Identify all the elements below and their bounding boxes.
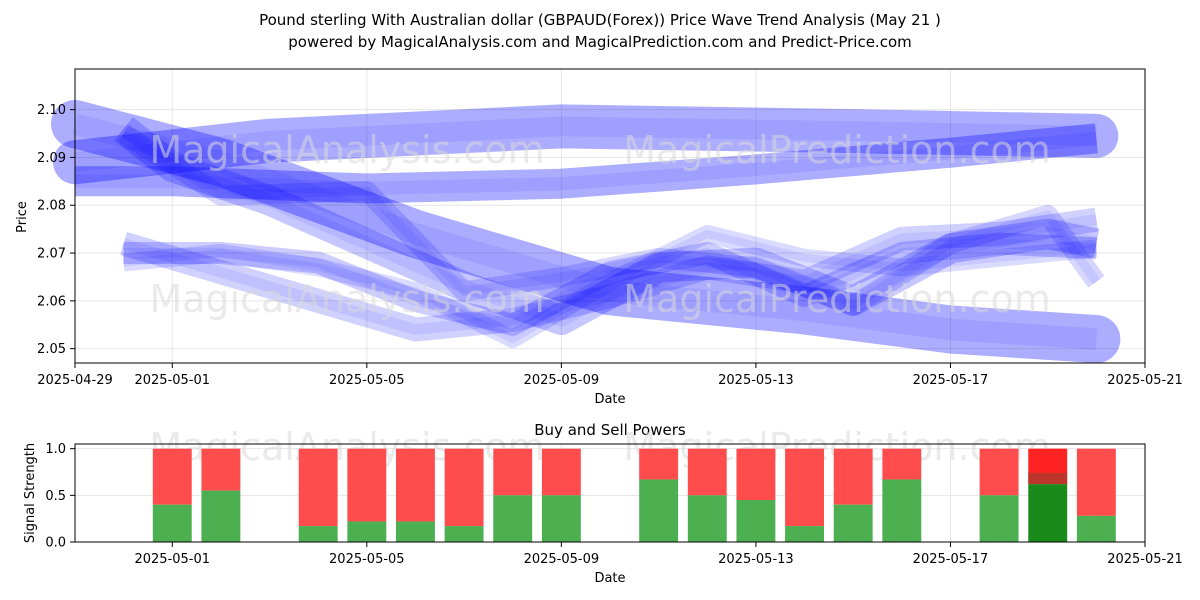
signal-overlap-bar bbox=[1028, 472, 1068, 485]
watermark-top-left: MagicalAnalysis.com bbox=[149, 128, 544, 172]
price-x-axis-title: Date bbox=[594, 392, 625, 407]
signal-panel: Buy and Sell Powers MagicalAnalysis.com … bbox=[23, 421, 1183, 586]
sell-power-bar bbox=[979, 448, 1019, 496]
sell-power-bar bbox=[882, 448, 922, 480]
signal-x-axis-title: Date bbox=[594, 571, 625, 586]
signal-x-tick-label: 2025-05-01 bbox=[134, 552, 210, 567]
sell-power-bar bbox=[1076, 448, 1116, 516]
signal-y-axis-title: Signal Strength bbox=[23, 443, 38, 543]
buy-power-bar bbox=[444, 526, 484, 542]
price-y-axis-title: Price bbox=[15, 201, 30, 233]
buy-power-bar bbox=[785, 526, 824, 542]
signal-y-tick-label: 0.5 bbox=[45, 489, 66, 504]
price-wave-band bbox=[122, 224, 1098, 349]
buy-power-bar bbox=[152, 504, 192, 542]
buy-power-bar bbox=[396, 521, 435, 542]
buy-power-bar bbox=[201, 490, 241, 542]
signal-bars bbox=[152, 448, 1116, 542]
sell-power-bar bbox=[152, 448, 192, 505]
sell-power-bar bbox=[833, 448, 873, 505]
signal-plot-area bbox=[75, 444, 1145, 542]
price-x-tick-label: 2025-05-13 bbox=[718, 373, 794, 388]
buy-power-bar bbox=[298, 526, 338, 542]
price-plot-frame bbox=[74, 68, 1146, 364]
price-y-tick-label: 2.10 bbox=[37, 103, 66, 118]
price-x-tick-label: 2025-05-21 bbox=[1107, 373, 1183, 388]
signal-chart-title: Buy and Sell Powers bbox=[534, 421, 686, 439]
signal-x-tick-label: 2025-05-13 bbox=[718, 552, 794, 567]
price-x-tick-label: 2025-05-01 bbox=[134, 373, 210, 388]
price-x-tick-label: 2025-05-05 bbox=[329, 373, 405, 388]
signal-axis-ticks: 2025-05-01 2025-05-05 2025-05-09 2025-05-13… bbox=[45, 442, 1182, 567]
sell-power-bar bbox=[493, 448, 533, 496]
watermark-mid-left: MagicalAnalysis.com bbox=[149, 277, 544, 321]
buy-power-bar bbox=[882, 479, 922, 542]
price-wave-bands bbox=[51, 100, 1121, 364]
watermark-mid-right: MagicalPrediction.com bbox=[623, 277, 1051, 321]
sell-power-bar bbox=[639, 448, 679, 480]
sell-power-bar bbox=[541, 448, 581, 496]
buy-power-bar bbox=[833, 504, 873, 542]
buy-power-bar bbox=[639, 479, 679, 542]
price-y-tick-label: 2.05 bbox=[37, 342, 66, 357]
sell-power-bar bbox=[785, 448, 824, 527]
chart-subtitle: powered by MagicalAnalysis.com and Magic… bbox=[288, 33, 912, 51]
chart-title: Pound sterling With Australian dollar (G… bbox=[259, 11, 941, 29]
price-x-tick-label: 2025-04-29 bbox=[37, 373, 113, 388]
sell-power-bar bbox=[396, 448, 435, 522]
price-wave-band-core bbox=[123, 229, 1097, 344]
buy-power-bar bbox=[1076, 515, 1116, 542]
sell-power-bar bbox=[347, 448, 387, 522]
price-y-tick-label: 2.08 bbox=[37, 199, 66, 214]
buy-power-bar bbox=[347, 521, 387, 542]
signal-x-tick-label: 2025-05-09 bbox=[524, 552, 600, 567]
sell-power-bar bbox=[736, 448, 776, 500]
signal-y-tick-label: 0.0 bbox=[45, 536, 66, 551]
buy-power-bar bbox=[687, 495, 727, 542]
sell-power-bar bbox=[444, 448, 484, 527]
buy-power-bar bbox=[541, 495, 581, 542]
buy-power-bar bbox=[493, 495, 533, 542]
watermark-top-right: MagicalPrediction.com bbox=[623, 128, 1051, 172]
signal-x-tick-label: 2025-05-05 bbox=[329, 552, 405, 567]
price-x-tick-label: 2025-05-09 bbox=[524, 373, 600, 388]
price-wave-band bbox=[120, 207, 1099, 342]
signal-x-tick-label: 2025-05-21 bbox=[1107, 552, 1183, 567]
signal-x-tick-label: 2025-05-17 bbox=[913, 552, 989, 567]
price-panel: MagicalAnalysis.com MagicalPrediction.co… bbox=[15, 68, 1183, 407]
price-x-tick-label: 2025-05-17 bbox=[913, 373, 989, 388]
price-axis-ticks: 2025-04-29 2025-05-01 2025-05-05 2025-05-09… bbox=[37, 103, 1183, 388]
price-y-tick-label: 2.06 bbox=[37, 294, 66, 309]
buy-power-bar bbox=[1028, 484, 1068, 542]
buy-power-bar bbox=[979, 495, 1019, 542]
price-y-tick-label: 2.09 bbox=[37, 151, 66, 166]
sell-power-bar bbox=[298, 448, 338, 527]
sell-power-bar bbox=[201, 448, 241, 491]
buy-power-bar bbox=[736, 500, 776, 542]
signal-y-tick-label: 1.0 bbox=[45, 442, 66, 457]
sell-power-bar bbox=[687, 448, 727, 496]
signal-plot-frame bbox=[74, 443, 1146, 543]
price-wave-band-core bbox=[122, 214, 1098, 335]
price-y-tick-label: 2.07 bbox=[37, 247, 66, 262]
